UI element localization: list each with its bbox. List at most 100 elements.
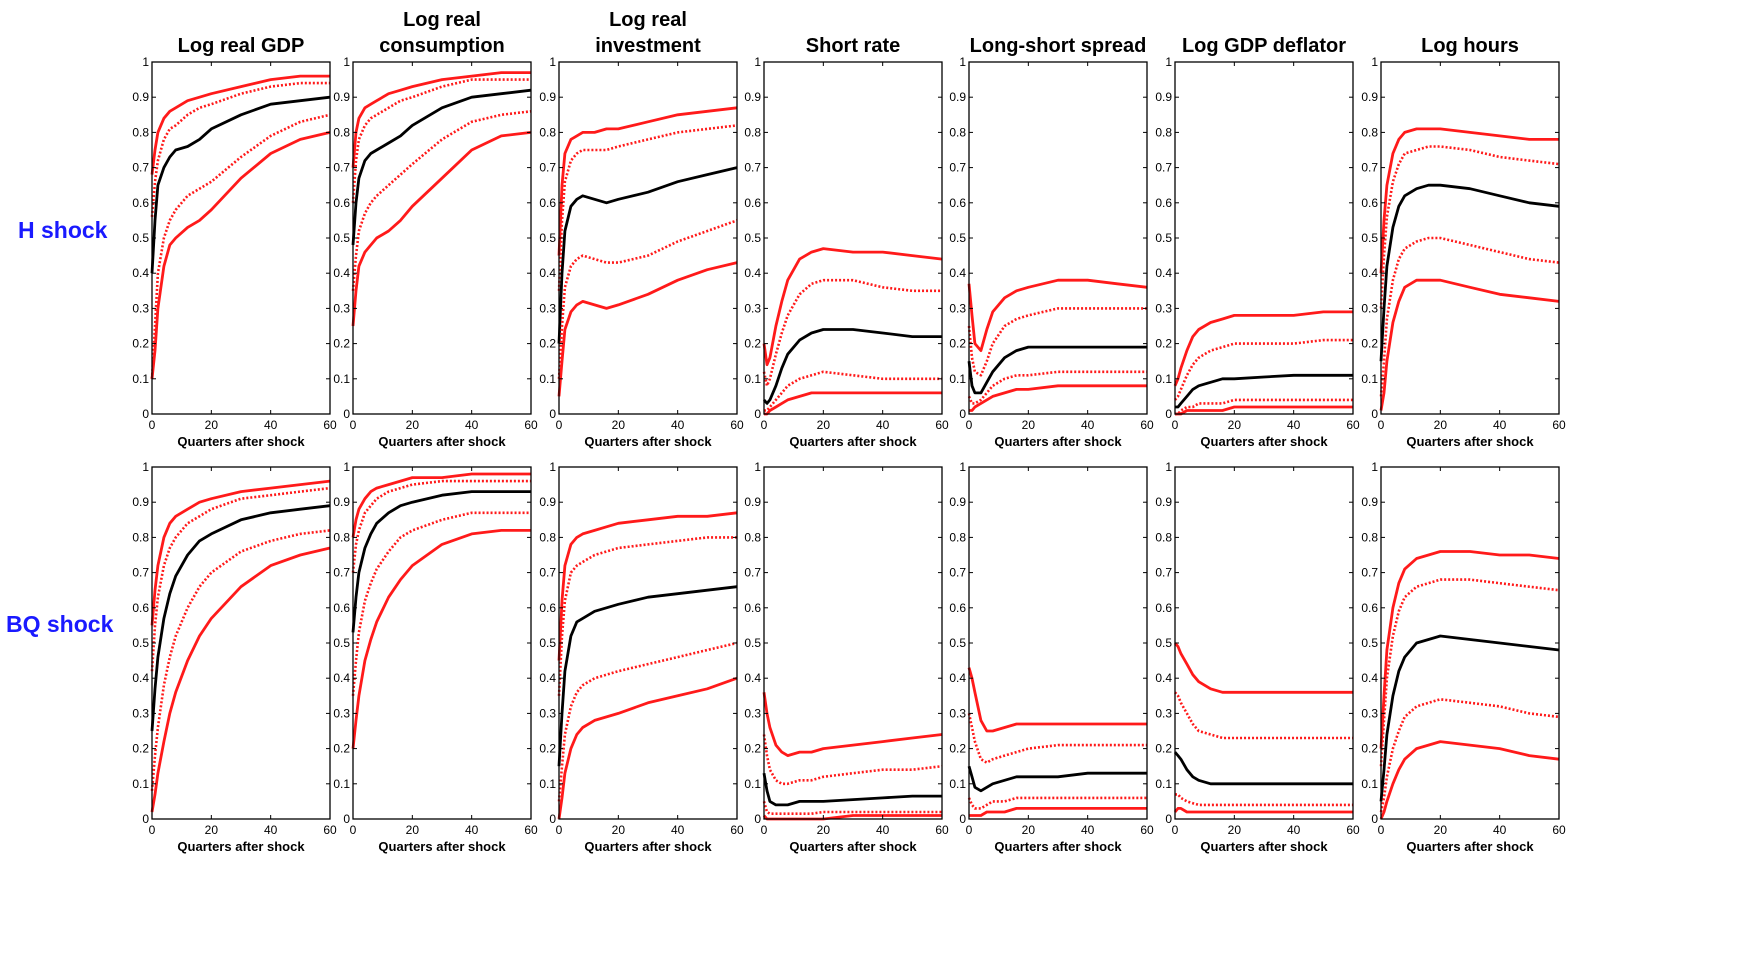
x-tick-label: 60 — [1346, 418, 1360, 432]
y-tick-label: 0.3 — [539, 301, 556, 315]
plot-frame — [968, 61, 1148, 415]
x-tick-label: 0 — [966, 823, 973, 837]
series-line-solid — [762, 328, 942, 405]
x-tick-label: 40 — [671, 418, 685, 432]
series-line-dotted — [150, 486, 331, 672]
y-tick-label: 0.8 — [1155, 125, 1172, 139]
panel-bq-shock-log-gdp-deflator: 0 0.1 0.2 0.3 0.4 0.5 0.6 0.7 0.8 0.9 1 0 20 40 60 Quar… — [1155, 460, 1360, 854]
y-tick-label: 0.3 — [1361, 706, 1378, 720]
y-tick-label: 0.4 — [1361, 266, 1378, 280]
x-axis-label: Quarters after shock — [994, 434, 1122, 449]
y-tick-label: 0.8 — [1361, 530, 1378, 544]
x-tick-label: 0 — [350, 418, 357, 432]
column-title: consumption — [379, 35, 505, 57]
x-tick-label: 0 — [1378, 418, 1385, 432]
x-tick-label: 20 — [1228, 823, 1242, 837]
y-tick-label: 0.7 — [132, 566, 149, 580]
x-tick-label: 0 — [149, 418, 156, 432]
x-tick-label: 40 — [876, 418, 890, 432]
y-tick-label: 1 — [959, 460, 966, 474]
panel-bq-shock-log-hours: 0 0.1 0.2 0.3 0.4 0.5 0.6 0.7 0.8 0.9 1 0 20 40 60 Quar… — [1361, 460, 1566, 854]
series-line-solid — [1379, 183, 1560, 362]
y-tick-label: 0.3 — [744, 301, 761, 315]
y-tick-label: 0.7 — [949, 161, 966, 175]
series-line-solid — [969, 384, 1147, 412]
series-line-dotted — [1379, 578, 1560, 767]
y-tick-label: 0.7 — [744, 161, 761, 175]
panel-bq-shock-log-real-consumption: 0 0.1 0.2 0.3 0.4 0.5 0.6 0.7 0.8 0.9 1 0 20 40 60 Quar… — [333, 460, 538, 854]
y-tick-label: 0.8 — [949, 125, 966, 139]
series-line-solid — [1379, 550, 1560, 749]
panel-h-shock-log-gdp-deflator: 0 0.1 0.2 0.3 0.4 0.5 0.6 0.7 0.8 0.9 1 0 20 40 60 Quar… — [1155, 55, 1360, 449]
column-title: investment — [595, 35, 701, 57]
y-tick-label: 1 — [549, 55, 556, 69]
y-tick-label: 0.3 — [1155, 301, 1172, 315]
y-tick-label: 0.3 — [132, 301, 149, 315]
x-tick-label: 60 — [935, 418, 949, 432]
series-line-dotted — [1174, 338, 1353, 401]
y-tick-label: 0 — [549, 407, 556, 421]
y-tick-label: 0.2 — [1155, 742, 1172, 756]
x-tick-label: 20 — [205, 823, 219, 837]
y-tick-label: 0.4 — [132, 266, 149, 280]
y-tick-label: 0.2 — [132, 742, 149, 756]
x-tick-label: 20 — [1228, 418, 1242, 432]
y-tick-label: 0.7 — [539, 161, 556, 175]
x-tick-label: 60 — [323, 823, 337, 837]
y-tick-label: 0.6 — [539, 196, 556, 210]
y-tick-label: 0.2 — [539, 742, 556, 756]
x-tick-label: 60 — [323, 418, 337, 432]
column-title: Short rate — [806, 35, 900, 57]
x-tick-label: 20 — [817, 823, 831, 837]
y-tick-label: 0.9 — [949, 495, 966, 509]
y-tick-label: 0.9 — [539, 495, 556, 509]
y-tick-label: 0.6 — [333, 601, 350, 615]
plot-frame — [558, 61, 738, 415]
series-line-solid — [1173, 807, 1353, 814]
series-line-solid — [969, 807, 1147, 817]
x-tick-label: 60 — [1552, 823, 1566, 837]
row-label-h-shock: H shock — [18, 217, 108, 243]
series-line-solid — [762, 772, 942, 807]
x-tick-label: 0 — [556, 418, 563, 432]
y-tick-label: 1 — [754, 460, 761, 474]
y-tick-label: 0.1 — [132, 777, 149, 791]
x-tick-label: 60 — [1140, 418, 1154, 432]
y-tick-label: 0.1 — [1155, 777, 1172, 791]
y-tick-label: 0.7 — [744, 566, 761, 580]
column-title: Log real GDP — [178, 35, 305, 57]
plot-frame — [1174, 61, 1354, 415]
series-line-dotted — [762, 801, 942, 815]
series-line-dotted — [1175, 793, 1353, 807]
plot-frame — [1174, 466, 1354, 820]
series-line-solid — [967, 765, 1147, 793]
y-tick-label: 1 — [343, 55, 350, 69]
x-tick-label: 60 — [1140, 823, 1154, 837]
y-tick-label: 0 — [754, 407, 761, 421]
x-tick-label: 60 — [935, 823, 949, 837]
x-tick-label: 20 — [205, 418, 219, 432]
x-tick-label: 40 — [1287, 418, 1301, 432]
x-tick-label: 40 — [465, 823, 479, 837]
y-tick-label: 0.1 — [744, 777, 761, 791]
series-line-dotted — [762, 278, 942, 388]
y-tick-label: 0.5 — [1361, 636, 1378, 650]
series-line-solid — [762, 692, 943, 757]
x-tick-label: 60 — [524, 418, 538, 432]
series-line-solid — [150, 95, 331, 274]
y-tick-label: 0.7 — [949, 566, 966, 580]
y-tick-label: 0.5 — [1361, 231, 1378, 245]
x-tick-label: 40 — [1287, 823, 1301, 837]
series-line-solid — [762, 247, 943, 367]
y-tick-label: 0.5 — [333, 231, 350, 245]
x-axis-label: Quarters after shock — [1406, 434, 1534, 449]
series-line-dotted — [967, 796, 1147, 810]
y-tick-label: 0.9 — [1361, 90, 1378, 104]
y-tick-label: 1 — [1165, 55, 1172, 69]
series-line-dotted — [762, 734, 943, 786]
y-tick-label: 0.6 — [333, 196, 350, 210]
x-tick-label: 0 — [761, 823, 768, 837]
y-tick-label: 0.1 — [1361, 372, 1378, 386]
series-line-dotted — [557, 219, 738, 379]
